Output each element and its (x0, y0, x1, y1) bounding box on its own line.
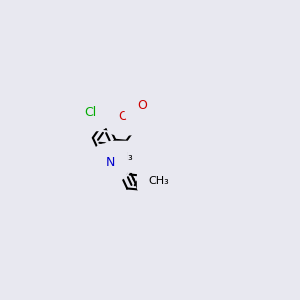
Text: CH₃: CH₃ (148, 176, 169, 186)
Text: N: N (145, 101, 154, 114)
Text: N: N (106, 156, 115, 169)
Text: Cl: Cl (84, 106, 96, 119)
Text: O: O (137, 99, 147, 112)
Text: O: O (118, 110, 128, 123)
Text: CH₃: CH₃ (113, 152, 134, 162)
